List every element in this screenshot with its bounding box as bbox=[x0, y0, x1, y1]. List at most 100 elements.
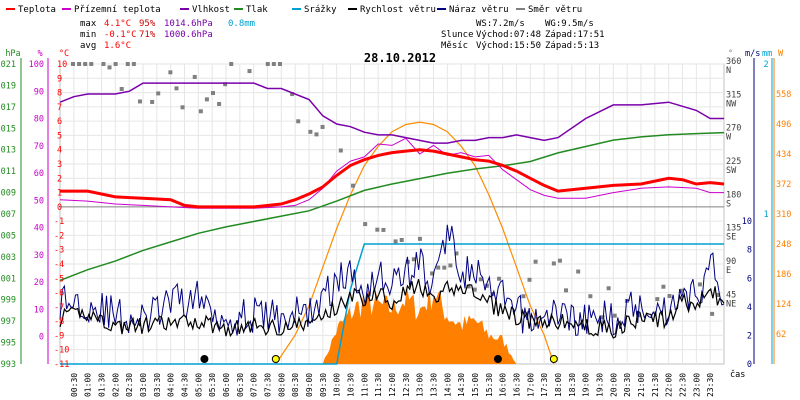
wind-direction-point bbox=[131, 62, 136, 66]
axis-tick-time: 09:00 bbox=[305, 373, 314, 397]
legend-label: Rychlost větru bbox=[360, 5, 436, 15]
solar-layer bbox=[275, 121, 555, 365]
wind-direction-point bbox=[600, 315, 605, 320]
wind-direction-point bbox=[314, 132, 319, 137]
wind-direction-point bbox=[265, 62, 270, 66]
axis-tick-time: 17:00 bbox=[526, 373, 535, 397]
wind-direction-point bbox=[466, 284, 471, 289]
legend-label: Přízemní teplota bbox=[74, 5, 161, 15]
wind-direction-point bbox=[588, 294, 593, 299]
legend: Teplota Přízemní teplota Vlhkost Tlak Srážky… bbox=[6, 5, 582, 15]
wind-direction-point bbox=[350, 183, 355, 188]
axis-tick-hpa: 997 bbox=[1, 317, 16, 327]
wind-direction-point bbox=[436, 265, 441, 270]
series-lines-layer bbox=[59, 82, 725, 365]
axis-tick-rain: 2 bbox=[763, 60, 768, 70]
axis-tick-time: 08:00 bbox=[277, 373, 286, 397]
axis-tick-celsius: -11 bbox=[54, 360, 69, 370]
axis-tick-wind-speed: 10 bbox=[742, 217, 752, 227]
axis-tick-celsius: -3 bbox=[54, 246, 64, 256]
stats-moon-label: Měsíc bbox=[441, 41, 468, 51]
axis-tick-solar: 186 bbox=[776, 270, 791, 280]
temperature-line bbox=[60, 148, 725, 209]
wind-direction-point bbox=[557, 258, 562, 263]
axis-tick-direction-dir: NE bbox=[726, 299, 736, 309]
wind-direction-point bbox=[198, 109, 203, 114]
axis-tick-time: 18:30 bbox=[568, 373, 577, 397]
axis-tick-celsius: 3 bbox=[57, 160, 62, 170]
wind-direction-point bbox=[77, 62, 82, 66]
axis-label-percent: % bbox=[37, 49, 42, 59]
wind-direction-point bbox=[247, 69, 252, 74]
stats-sun-rise: Východ:07:48 bbox=[476, 30, 541, 40]
wind-direction-point bbox=[417, 236, 422, 241]
axis-tick-hpa: 995 bbox=[1, 339, 16, 349]
axis-tick-percent: 90 bbox=[34, 87, 44, 97]
axis-tick-time: 03:30 bbox=[153, 373, 162, 397]
wind-direction-point bbox=[637, 313, 642, 318]
axis-tick-wind-speed: 6 bbox=[747, 274, 752, 284]
axis-label-direction: ° bbox=[728, 49, 733, 59]
axis-tick-direction-deg: 225 bbox=[726, 157, 741, 167]
wind-direction-point bbox=[564, 288, 569, 293]
legend-label: Náraz větru bbox=[449, 5, 509, 15]
stats-label-avg: avg bbox=[80, 41, 96, 51]
axis-tick-percent: 30 bbox=[34, 251, 44, 261]
stats-max-press: 1014.6hPa bbox=[164, 19, 213, 29]
axis-tick-time: 18:00 bbox=[554, 373, 563, 397]
legend-label: Směr větru bbox=[528, 5, 582, 15]
wind-direction-point bbox=[101, 62, 106, 66]
stats-label-max: max bbox=[80, 19, 97, 29]
wind-direction-point bbox=[667, 294, 672, 299]
legend-label: Vlhkost bbox=[192, 5, 230, 15]
wind-direction-point bbox=[277, 62, 282, 66]
axis-tick-celsius: -9 bbox=[54, 331, 64, 341]
axis-tick-time: 04:00 bbox=[167, 373, 176, 397]
stats-moon-rise: Východ:15:50 bbox=[476, 41, 541, 51]
wind-direction-point bbox=[229, 62, 234, 66]
axis-tick-time: 02:30 bbox=[125, 373, 134, 397]
axis-tick-wind-speed: 2 bbox=[747, 331, 752, 341]
wind-direction-point bbox=[71, 62, 76, 66]
wind-direction-point bbox=[174, 86, 179, 91]
axis-tick-time: 14:30 bbox=[457, 373, 466, 397]
wind-direction-point bbox=[533, 259, 538, 264]
axis-tick-time: 13:30 bbox=[430, 373, 439, 397]
chart-grid bbox=[59, 63, 725, 365]
axis-tick-direction-dir: N bbox=[726, 66, 731, 76]
wind-direction-point bbox=[655, 297, 660, 302]
stats-max-rain: 0.8mm bbox=[228, 19, 255, 29]
wind-direction-point bbox=[210, 91, 215, 96]
axis-tick-time: 10:00 bbox=[333, 373, 342, 397]
wind-direction-point bbox=[150, 99, 155, 104]
sunset-marker bbox=[549, 355, 558, 363]
axis-label-hpa: hPa bbox=[5, 49, 20, 59]
axis-tick-time: 16:30 bbox=[513, 373, 522, 397]
axis-tick-time: 07:00 bbox=[250, 373, 259, 397]
wind-direction-point bbox=[192, 74, 197, 79]
wind-direction-point bbox=[363, 222, 368, 227]
axis-tick-solar: 248 bbox=[776, 240, 791, 250]
wind-direction-point bbox=[679, 288, 684, 293]
wind-direction-point bbox=[454, 251, 459, 256]
axis-tick-hpa: 1017 bbox=[0, 103, 16, 113]
wind-gust-line bbox=[59, 224, 725, 336]
axis-tick-direction-dir: SW bbox=[726, 166, 737, 176]
axis-tick-time: 02:00 bbox=[111, 373, 120, 397]
axis-label-wind-speed: m/s bbox=[745, 49, 760, 59]
axis-tick-time: 11:00 bbox=[360, 373, 369, 397]
solar-measured-area bbox=[322, 284, 517, 364]
wind-direction-point bbox=[478, 277, 483, 282]
wind-direction-point bbox=[716, 293, 721, 298]
axis-label-solar: W bbox=[778, 49, 784, 59]
axis-tick-celsius: 7 bbox=[57, 103, 62, 113]
wind-direction-point bbox=[271, 62, 276, 66]
axis-tick-hpa: 999 bbox=[1, 296, 16, 306]
axis-tick-celsius: -10 bbox=[54, 346, 69, 356]
wind-direction-point bbox=[338, 148, 343, 153]
sun-moon-events-layer bbox=[200, 355, 558, 363]
wind-direction-point bbox=[442, 265, 447, 270]
axes-layer: hPa1021101910171015101310111009100710051… bbox=[0, 49, 791, 397]
axis-tick-solar: 62 bbox=[776, 330, 786, 340]
axis-tick-time: 00:30 bbox=[70, 373, 79, 397]
